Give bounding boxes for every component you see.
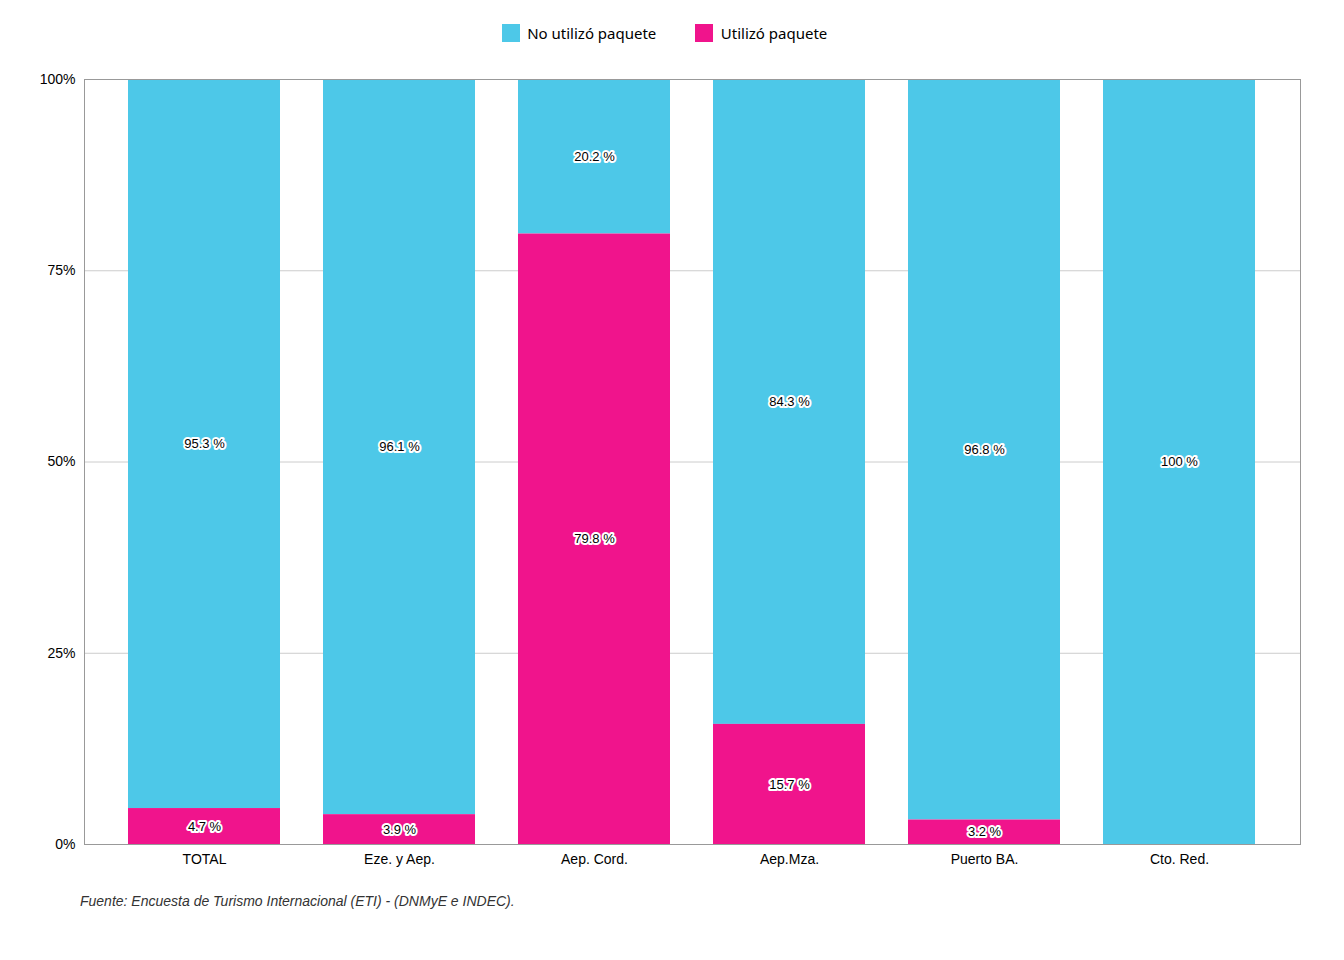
svg-text:84.3 %: 84.3 % xyxy=(769,394,810,409)
svg-text:0%: 0% xyxy=(55,836,75,852)
svg-text:Eze. y Aep.: Eze. y Aep. xyxy=(364,851,435,867)
svg-text:50%: 50% xyxy=(47,453,75,469)
svg-text:15.7 %: 15.7 % xyxy=(769,777,810,792)
svg-text:25%: 25% xyxy=(47,645,75,661)
html-text:Utilizó paquete: Utilizó paquete xyxy=(720,22,828,43)
svg-text:Cto. Red.: Cto. Red. xyxy=(1150,851,1209,867)
svg-text:Aep. Cord.: Aep. Cord. xyxy=(561,851,628,867)
svg-text:100 %: 100 % xyxy=(1161,454,1198,469)
svg-text:4.7 %: 4.7 % xyxy=(188,819,222,834)
svg-text:96.8 %: 96.8 % xyxy=(964,442,1005,457)
svg-text:79.8 %: 79.8 % xyxy=(574,531,615,546)
svg-text:3.2 %: 3.2 % xyxy=(968,824,1002,839)
svg-text:Aep.Mza.: Aep.Mza. xyxy=(760,851,819,867)
svg-text:20.2 %: 20.2 % xyxy=(574,149,615,164)
svg-text:100%: 100% xyxy=(40,71,76,87)
svg-text:96.1 %: 96.1 % xyxy=(379,439,420,454)
html-text:No utilizó paquete: No utilizó paquete xyxy=(527,22,657,43)
svg-text:TOTAL: TOTAL xyxy=(183,851,227,867)
svg-text:95.3 %: 95.3 % xyxy=(184,436,225,451)
svg-text:75%: 75% xyxy=(47,262,75,278)
svg-text:3.9 %: 3.9 % xyxy=(383,822,417,837)
html-text:Fuente: Encuesta de Turismo In: Fuente: Encuesta de Turismo Internaciona… xyxy=(80,893,515,909)
svg-text:Puerto BA.: Puerto BA. xyxy=(951,851,1019,867)
